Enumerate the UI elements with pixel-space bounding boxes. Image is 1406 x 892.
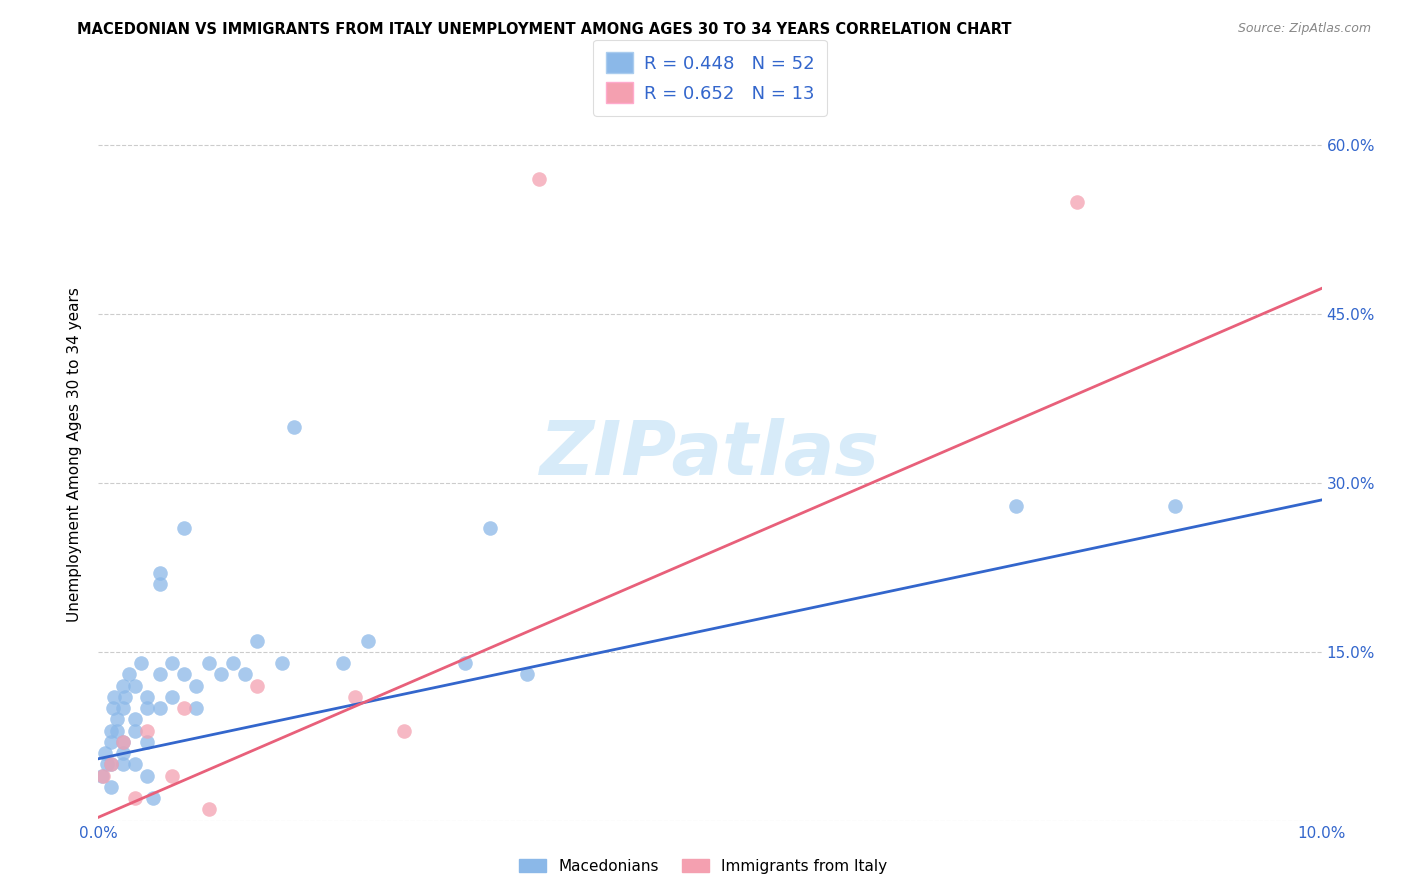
Point [1066,194,1088,209]
Point [516,667,538,681]
Point [124,712,146,726]
Point [149,701,172,715]
Point [111,701,134,715]
Point [129,656,152,670]
Point [100,757,122,772]
Legend: R = 0.448   N = 52, R = 0.652   N = 13: R = 0.448 N = 52, R = 0.652 N = 13 [593,40,827,116]
Point [209,667,232,681]
Point [100,780,122,794]
Point [160,656,183,670]
Point [111,746,134,760]
Point [124,757,146,772]
Point [136,735,159,749]
Point [105,723,128,738]
Point [160,769,183,783]
Point [91,769,114,783]
Point [197,802,219,816]
Point [103,690,125,704]
Point [111,679,134,693]
Point [149,577,172,591]
Point [149,566,172,580]
Point [283,419,305,434]
Point [344,690,367,704]
Point [111,735,134,749]
Point [100,735,122,749]
Point [93,746,115,760]
Y-axis label: Unemployment Among Ages 30 to 34 years: Unemployment Among Ages 30 to 34 years [67,287,83,623]
Point [100,723,122,738]
Legend: Macedonians, Immigrants from Italy: Macedonians, Immigrants from Italy [512,853,894,880]
Point [136,769,159,783]
Point [332,656,354,670]
Point [91,769,114,783]
Text: MACEDONIAN VS IMMIGRANTS FROM ITALY UNEMPLOYMENT AMONG AGES 30 TO 34 YEARS CORRE: MACEDONIAN VS IMMIGRANTS FROM ITALY UNEM… [77,22,1012,37]
Point [246,633,269,648]
Point [478,521,501,535]
Point [233,667,256,681]
Point [197,656,219,670]
Point [246,679,269,693]
Point [392,723,416,738]
Point [270,656,292,670]
Point [114,690,136,704]
Point [118,667,141,681]
Point [454,656,477,670]
Point [222,656,245,670]
Point [149,667,172,681]
Point [136,723,159,738]
Point [100,757,122,772]
Point [356,633,378,648]
Point [105,712,128,726]
Point [124,723,146,738]
Point [186,701,208,715]
Point [173,667,195,681]
Point [1164,499,1187,513]
Point [186,679,208,693]
Point [136,690,159,704]
Text: ZIPatlas: ZIPatlas [540,418,880,491]
Point [173,701,195,715]
Point [124,791,146,805]
Point [527,172,550,186]
Point [96,757,118,772]
Point [160,690,183,704]
Point [142,791,165,805]
Point [136,701,159,715]
Point [111,757,134,772]
Point [111,735,134,749]
Text: Source: ZipAtlas.com: Source: ZipAtlas.com [1237,22,1371,36]
Point [173,521,195,535]
Point [1004,499,1026,513]
Point [101,701,124,715]
Point [124,679,146,693]
